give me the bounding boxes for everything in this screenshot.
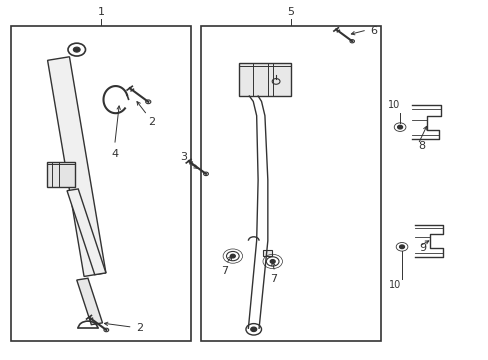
Circle shape bbox=[230, 254, 235, 258]
Text: 4: 4 bbox=[111, 149, 118, 158]
Circle shape bbox=[270, 260, 275, 263]
Bar bbox=[46, 162, 75, 187]
Text: 7: 7 bbox=[221, 266, 228, 276]
Bar bbox=[263, 249, 271, 256]
Text: 3: 3 bbox=[180, 152, 187, 162]
Bar bbox=[238, 63, 290, 96]
Text: 10: 10 bbox=[387, 100, 400, 111]
Polygon shape bbox=[67, 189, 106, 275]
Text: 7: 7 bbox=[269, 274, 277, 284]
Text: 10: 10 bbox=[388, 280, 401, 290]
Text: 2: 2 bbox=[136, 323, 143, 333]
Text: 1: 1 bbox=[98, 8, 104, 18]
Polygon shape bbox=[47, 57, 106, 276]
Text: 2: 2 bbox=[148, 117, 155, 127]
Circle shape bbox=[250, 327, 256, 332]
Bar bbox=[11, 26, 191, 341]
Circle shape bbox=[73, 47, 80, 52]
Text: 5: 5 bbox=[286, 8, 294, 18]
Polygon shape bbox=[77, 278, 102, 325]
Text: 8: 8 bbox=[418, 141, 425, 151]
Circle shape bbox=[397, 125, 402, 129]
Text: 6: 6 bbox=[369, 26, 376, 36]
Bar bbox=[201, 26, 380, 341]
Text: 9: 9 bbox=[419, 243, 426, 253]
Circle shape bbox=[399, 245, 404, 249]
